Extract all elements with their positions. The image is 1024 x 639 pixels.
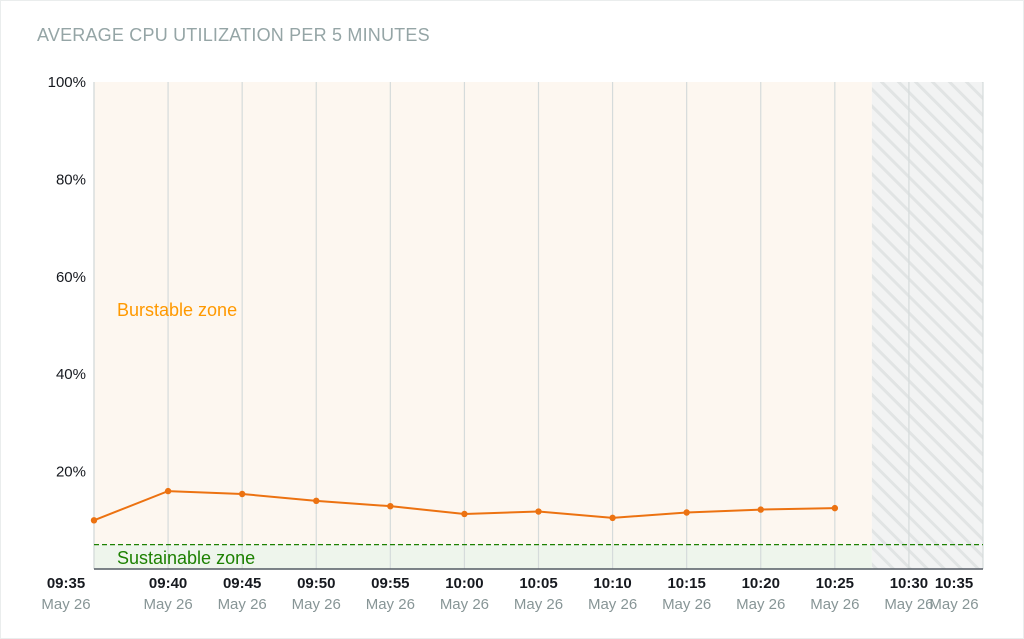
x-tick-date-label: May 26	[929, 596, 978, 613]
x-tick-date-label: May 26	[440, 596, 489, 613]
data-point	[313, 497, 320, 505]
x-tick-time-label: 10:25	[816, 575, 854, 592]
x-tick-date-label: May 26	[810, 596, 859, 613]
sustainable-zone-area	[94, 544, 872, 569]
sustainable-zone-label: Sustainable zone	[117, 548, 255, 568]
data-point	[387, 502, 394, 510]
data-point	[90, 517, 98, 524]
x-tick-date-label: May 26	[218, 596, 267, 613]
data-point	[164, 487, 172, 495]
data-point	[238, 490, 246, 498]
burstable-zone-label: Burstable zone	[117, 300, 237, 320]
data-point	[609, 514, 616, 522]
x-tick-date-label: May 26	[662, 596, 711, 613]
x-tick-date-label: May 26	[588, 596, 637, 613]
x-tick-date-label: May 26	[292, 596, 341, 613]
x-tick-date-label: May 26	[366, 596, 415, 613]
y-tick-label: 60%	[56, 269, 86, 286]
x-tick-time-label: 09:55	[371, 575, 409, 592]
data-point	[461, 510, 468, 518]
y-tick-label: 100%	[48, 74, 86, 91]
x-tick-date-label: May 26	[143, 596, 192, 613]
x-tick-time-label: 09:50	[297, 575, 335, 592]
x-tick-date-label: May 26	[514, 596, 563, 613]
data-point	[683, 509, 690, 516]
x-tick-time-label: 09:40	[149, 575, 187, 592]
x-tick-time-label: 09:45	[223, 575, 261, 592]
future-time-region	[871, 82, 983, 569]
x-tick-time-label: 10:10	[593, 575, 631, 592]
x-tick-time-label: 10:05	[519, 575, 557, 592]
y-tick-label: 40%	[56, 366, 86, 383]
data-point	[535, 508, 542, 515]
data-point	[831, 504, 839, 512]
chart-title: AVERAGE CPU UTILIZATION PER 5 MINUTES	[37, 25, 430, 45]
x-tick-time-label: 09:35	[47, 575, 85, 592]
x-tick-time-label: 10:30	[890, 575, 928, 592]
x-tick-time-label: 10:35	[935, 575, 973, 592]
y-tick-label: 20%	[56, 464, 86, 481]
y-tick-label: 80%	[56, 171, 86, 188]
x-tick-time-label: 10:00	[445, 575, 483, 592]
x-tick-time-label: 10:20	[742, 575, 780, 592]
burstable-zone-area	[94, 82, 872, 545]
x-tick-date-label: May 26	[884, 596, 933, 613]
x-tick-time-label: 10:15	[667, 575, 705, 592]
x-tick-date-label: May 26	[41, 596, 90, 613]
x-tick-date-label: May 26	[736, 596, 785, 613]
data-point	[757, 506, 764, 513]
